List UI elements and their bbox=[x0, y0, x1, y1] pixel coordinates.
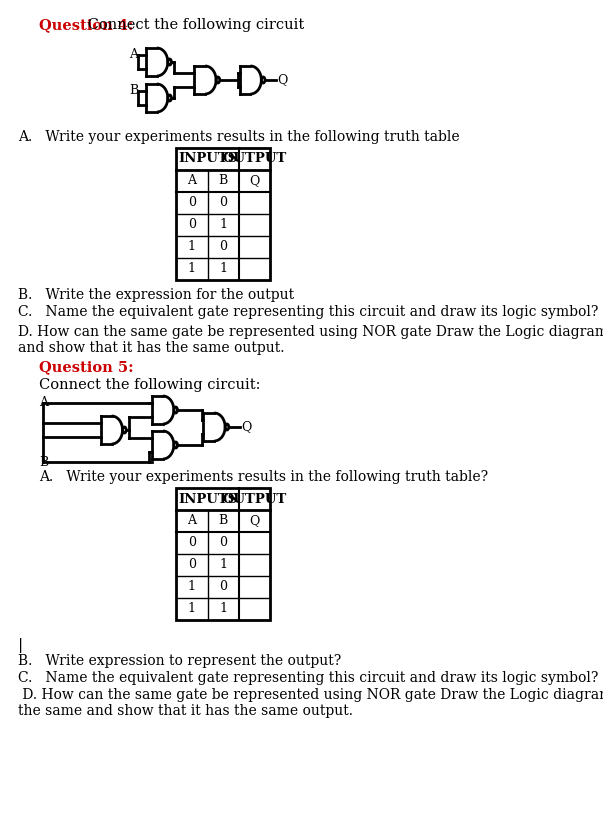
Text: 1: 1 bbox=[188, 263, 196, 276]
Text: A: A bbox=[129, 49, 138, 62]
Text: 1: 1 bbox=[219, 263, 227, 276]
Text: A: A bbox=[188, 175, 197, 188]
Text: INPUTS: INPUTS bbox=[178, 493, 237, 506]
Text: B: B bbox=[39, 455, 48, 468]
Text: 1: 1 bbox=[188, 580, 196, 593]
Text: 0: 0 bbox=[188, 219, 196, 232]
Text: Q: Q bbox=[250, 175, 260, 188]
Text: D. How can the same gate be represented using NOR gate Draw the Logic diagram fo: D. How can the same gate be represented … bbox=[18, 688, 603, 718]
Text: Connect the following circuit: Connect the following circuit bbox=[83, 18, 304, 32]
Text: |: | bbox=[18, 638, 24, 653]
Text: 0: 0 bbox=[219, 241, 227, 254]
Text: B: B bbox=[219, 515, 228, 528]
Text: Q: Q bbox=[241, 420, 251, 433]
Text: Q: Q bbox=[277, 73, 288, 86]
Text: C.   Name the equivalent gate representing this circuit and draw its logic symbo: C. Name the equivalent gate representing… bbox=[18, 305, 599, 319]
Bar bbox=[176, 148, 270, 280]
Text: D. How can the same gate be represented using NOR gate Draw the Logic diagram fo: D. How can the same gate be represented … bbox=[18, 325, 603, 355]
Text: 0: 0 bbox=[188, 559, 196, 572]
Text: A: A bbox=[39, 397, 48, 410]
Text: 1: 1 bbox=[219, 602, 227, 615]
Text: A.   Write your experiments results in the following truth table: A. Write your experiments results in the… bbox=[18, 130, 459, 144]
Text: A: A bbox=[188, 515, 197, 528]
Text: 0: 0 bbox=[219, 197, 227, 210]
Text: INPUTS: INPUTS bbox=[178, 153, 237, 166]
Text: 0: 0 bbox=[219, 537, 227, 550]
Text: Question 4:: Question 4: bbox=[39, 18, 134, 32]
Text: B: B bbox=[219, 175, 228, 188]
Text: C.   Name the equivalent gate representing this circuit and draw its logic symbo: C. Name the equivalent gate representing… bbox=[18, 671, 599, 685]
Bar bbox=[176, 488, 270, 620]
Text: 0: 0 bbox=[188, 537, 196, 550]
Text: OUTPUT: OUTPUT bbox=[223, 493, 287, 506]
Text: 0: 0 bbox=[188, 197, 196, 210]
Text: OUTPUT: OUTPUT bbox=[223, 153, 287, 166]
Text: 1: 1 bbox=[188, 602, 196, 615]
Text: B.   Write the expression for the output: B. Write the expression for the output bbox=[18, 288, 294, 302]
Text: B: B bbox=[129, 85, 139, 98]
Text: Question 5:: Question 5: bbox=[39, 360, 134, 374]
Text: Connect the following circuit:: Connect the following circuit: bbox=[39, 378, 260, 392]
Text: 1: 1 bbox=[219, 559, 227, 572]
Text: 0: 0 bbox=[219, 580, 227, 593]
Text: 1: 1 bbox=[219, 219, 227, 232]
Text: 1: 1 bbox=[188, 241, 196, 254]
Text: A.   Write your experiments results in the following truth table?: A. Write your experiments results in the… bbox=[39, 470, 488, 484]
Text: Q: Q bbox=[250, 515, 260, 528]
Text: B.   Write expression to represent the output?: B. Write expression to represent the out… bbox=[18, 654, 341, 668]
